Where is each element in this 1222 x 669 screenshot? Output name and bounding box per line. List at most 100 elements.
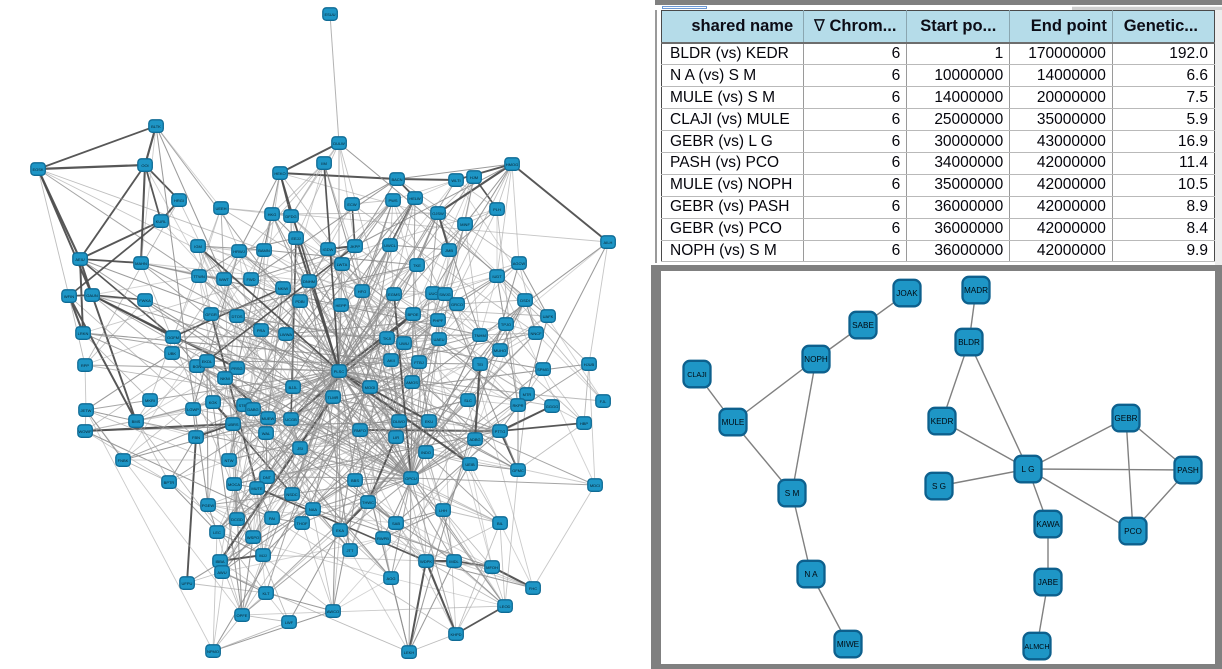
svg-text:FHC: FHC xyxy=(529,586,537,591)
svg-text:BPOE: BPOE xyxy=(407,312,418,317)
svg-text:UEIB: UEIB xyxy=(465,462,475,467)
svg-text:BMS: BMS xyxy=(132,419,141,424)
svg-text:MOGI: MOGI xyxy=(365,385,376,390)
svg-text:WAL: WAL xyxy=(262,431,271,436)
svg-text:EGMS: EGMS xyxy=(388,292,400,297)
svg-text:MOCA: MOCA xyxy=(228,482,240,487)
svg-text:HELW: HELW xyxy=(409,196,420,201)
svg-text:GRCO: GRCO xyxy=(451,302,463,307)
svg-text:BLDR: BLDR xyxy=(958,338,980,347)
svg-text:IGDW: IGDW xyxy=(323,247,334,252)
svg-text:MIWE: MIWE xyxy=(837,640,860,649)
svg-text:PDBI: PDBI xyxy=(295,299,304,304)
svg-text:JOAK: JOAK xyxy=(896,289,918,298)
svg-text:WLTI: WLTI xyxy=(451,178,460,183)
svg-text:MJJ: MJJ xyxy=(259,553,266,558)
svg-text:BGN: BGN xyxy=(193,364,202,369)
svg-text:HRWJ: HRWJ xyxy=(233,249,244,254)
svg-text:DSDI: DSDI xyxy=(520,298,530,303)
svg-text:PHPF: PHPF xyxy=(433,318,444,323)
svg-text:IIM: IIM xyxy=(321,161,327,166)
svg-text:TLMR: TLMR xyxy=(328,395,339,400)
svg-text:RWPB: RWPB xyxy=(377,536,389,541)
svg-text:ECW: ECW xyxy=(347,202,357,207)
svg-text:FJL: FJL xyxy=(600,399,607,404)
svg-text:OGFM: OGFM xyxy=(167,335,179,340)
svg-text:BPTR: BPTR xyxy=(164,480,175,485)
svg-text:THOF: THOF xyxy=(297,521,308,526)
svg-text:DFDG: DFDG xyxy=(285,214,296,219)
svg-text:TTWN: TTWN xyxy=(193,274,205,279)
svg-text:MTR: MTR xyxy=(523,392,532,397)
svg-text:BIL: BIL xyxy=(497,521,504,526)
svg-text:PASH: PASH xyxy=(1177,466,1199,475)
svg-text:AWCO: AWCO xyxy=(327,609,339,614)
svg-text:AWU: AWU xyxy=(217,570,226,575)
svg-text:OJSW: OJSW xyxy=(432,211,444,216)
svg-text:CLAJI: CLAJI xyxy=(687,370,707,379)
svg-text:DNHM: DNHM xyxy=(303,279,315,284)
svg-text:UUC: UUC xyxy=(429,291,438,296)
svg-text:KGK: KGK xyxy=(209,400,218,405)
svg-text:SLC: SLC xyxy=(464,398,472,403)
svg-text:PRA: PRA xyxy=(257,328,266,333)
svg-text:ALMCH: ALMCH xyxy=(1024,642,1049,651)
svg-text:PWS: PWS xyxy=(388,198,397,203)
svg-text:UEEH: UEEH xyxy=(215,206,226,211)
svg-text:OOI: OOI xyxy=(141,163,148,168)
svg-text:BLTK: BLTK xyxy=(151,124,161,129)
svg-text:HBP: HBP xyxy=(580,421,589,426)
svg-text:MUEW: MUEW xyxy=(262,416,275,421)
svg-text:SAB: SAB xyxy=(392,521,400,526)
svg-text:HEKO: HEKO xyxy=(274,171,285,176)
svg-text:MAHN: MAHN xyxy=(135,261,147,266)
svg-text:WSPO: WSPO xyxy=(247,535,259,540)
svg-text:EKA: EKA xyxy=(336,528,344,533)
svg-text:JSI: JSI xyxy=(297,446,303,451)
svg-text:PCO: PCO xyxy=(1124,527,1142,536)
svg-text:NTW: NTW xyxy=(224,458,233,463)
svg-text:NSDC: NSDC xyxy=(286,492,297,497)
svg-text:NAA: NAA xyxy=(309,507,318,512)
svg-text:JETW: JETW xyxy=(81,408,92,413)
svg-text:KAWA: KAWA xyxy=(1036,520,1060,529)
svg-text:HRGI: HRGI xyxy=(174,198,184,203)
svg-text:FNBK: FNBK xyxy=(118,458,129,463)
svg-text:IUDT: IUDT xyxy=(492,274,502,279)
svg-text:FTBJ: FTBJ xyxy=(414,360,424,365)
svg-text:IGM: IGM xyxy=(194,244,202,249)
svg-text:LGWP: LGWP xyxy=(187,407,199,412)
svg-text:MUTE: MUTE xyxy=(251,486,263,491)
svg-text:SWJG: SWJG xyxy=(439,292,451,297)
svg-text:DULW: DULW xyxy=(333,141,345,146)
svg-text:AKII: AKII xyxy=(387,358,395,363)
svg-text:UCGB: UCGB xyxy=(285,417,297,422)
svg-text:PRSG: PRSG xyxy=(231,366,242,371)
svg-text:AOG: AOG xyxy=(387,576,396,581)
svg-text:THWC: THWC xyxy=(362,500,374,505)
svg-text:JABE: JABE xyxy=(1038,578,1059,587)
svg-text:IMDL: IMDL xyxy=(449,559,459,564)
svg-text:PGEW: PGEW xyxy=(202,503,214,508)
svg-text:UAEU: UAEU xyxy=(433,337,444,342)
svg-text:L G: L G xyxy=(1022,465,1035,474)
svg-text:LEKH: LEKH xyxy=(404,650,415,655)
svg-text:DNT: DNT xyxy=(263,475,272,480)
svg-text:MADR: MADR xyxy=(964,286,988,295)
svg-text:LRKN: LRKN xyxy=(78,331,89,336)
svg-text:UWU: UWU xyxy=(399,341,409,346)
svg-text:WFIN: WFIN xyxy=(64,294,74,299)
svg-text:GGGG: GGGG xyxy=(546,404,558,409)
svg-text:LHH: LHH xyxy=(439,508,447,513)
svg-text:UFPU: UFPU xyxy=(182,581,193,586)
svg-text:FWD: FWD xyxy=(246,277,255,282)
svg-text:OPCU: OPCU xyxy=(405,476,417,481)
svg-text:EEJJ: EEJJ xyxy=(291,236,300,241)
svg-text:GFGR: GFGR xyxy=(205,312,217,317)
svg-text:STBM: STBM xyxy=(238,403,249,408)
svg-text:KURL: KURL xyxy=(156,219,167,224)
svg-text:NPMO: NPMO xyxy=(207,649,219,654)
svg-text:RPP: RPP xyxy=(81,363,90,368)
svg-text:UBRS: UBRS xyxy=(227,422,238,427)
svg-text:PTTG: PTTG xyxy=(495,429,506,434)
